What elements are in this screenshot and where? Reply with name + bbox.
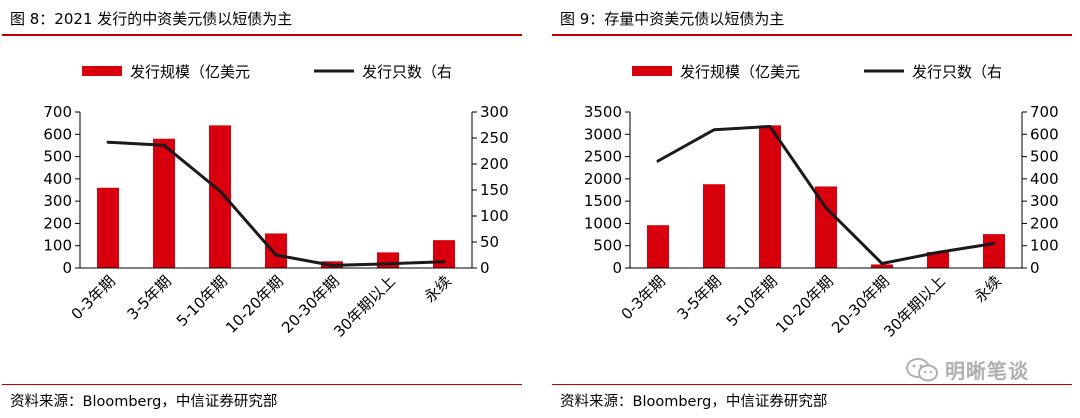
title-divider (2, 34, 522, 36)
legend-label-line: 发行只数（右 (912, 63, 1002, 81)
line-series (656, 125, 996, 265)
x-tick-label: 永续 (971, 272, 1005, 306)
figure-title: 图 8：2021 发行的中资美元债以短债为主 (10, 10, 293, 28)
legend: 发行规模（亿美元 发行只数（右 (82, 63, 452, 81)
right-tick-label: 0 (1030, 259, 1040, 277)
right-tick-label: 600 (1030, 125, 1059, 143)
right-tick-label: 400 (1030, 170, 1059, 188)
x-tick-label: 10-20年期 (222, 272, 287, 337)
bar (97, 187, 119, 268)
left-tick-label: 700 (43, 103, 72, 121)
bar (433, 240, 455, 268)
legend-label-bar: 发行规模（亿美元 (680, 63, 800, 81)
source-note: 资料来源：Bloomberg，中信证券研究部 (560, 394, 828, 410)
bar (265, 233, 287, 268)
left-tick-label: 3500 (584, 103, 622, 121)
left-axis: 0 500 1000 1500 2000 2500 3000 3500 (584, 103, 631, 277)
chart-1: 发行规模（亿美元 发行只数（右 0 100 200 300 400 500 600 700 0 50 1… (43, 63, 509, 341)
bar (983, 234, 1005, 268)
left-tick-label: 2000 (584, 170, 622, 188)
bar (377, 252, 399, 268)
bar-series (97, 125, 455, 268)
x-tick-label: 0-3年期 (618, 272, 669, 323)
legend: 发行规模（亿美元 发行只数（右 (632, 63, 1002, 81)
left-tick-label: 400 (43, 170, 72, 188)
x-tick-label: 30年期以上 (330, 272, 399, 341)
right-tick-label: 50 (480, 233, 499, 251)
bar (647, 225, 669, 268)
bar (153, 138, 175, 268)
x-tick-label: 永续 (421, 272, 455, 306)
x-tick-label: 10-20年期 (772, 272, 837, 337)
bar (209, 125, 231, 268)
left-tick-label: 0 (612, 259, 622, 277)
left-axis: 0 100 200 300 400 500 600 700 (43, 103, 81, 277)
left-tick-label: 0 (62, 259, 72, 277)
left-tick-label: 3000 (584, 125, 622, 143)
right-tick-label: 100 (480, 207, 509, 225)
left-tick-label: 1000 (584, 214, 622, 232)
wechat-icon (906, 357, 938, 381)
chart-panel-1: 图 8：2021 发行的中资美元债以短债为主 发行规模（亿美元 发行只数（右 0 10… (2, 0, 522, 418)
x-tick-label: 0-3年期 (68, 272, 119, 323)
legend-label-line: 发行只数（右 (362, 63, 452, 81)
watermark-text: 明晰笔谈 (945, 359, 1029, 383)
bar (815, 186, 837, 268)
x-tick-label: 5-10年期 (723, 272, 781, 330)
bar (871, 264, 893, 268)
legend-swatch-bar (82, 66, 122, 76)
right-tick-label: 300 (480, 103, 509, 121)
legend-label-bar: 发行规模（亿美元 (130, 63, 250, 81)
left-tick-label: 2500 (584, 148, 622, 166)
bar-series (647, 125, 1005, 268)
left-tick-label: 100 (43, 237, 72, 255)
chart-2: 发行规模（亿美元 发行只数（右05001000150020002500300035… (584, 63, 1059, 341)
right-tick-label: 250 (480, 129, 509, 147)
x-tick-label: 3-5年期 (124, 272, 175, 323)
left-tick-label: 300 (43, 192, 72, 210)
watermark: 明晰笔谈 (905, 355, 1029, 384)
x-tick-label: 3-5年期 (674, 272, 725, 323)
right-tick-label: 700 (1030, 103, 1059, 121)
bar (703, 184, 725, 268)
source-note: 资料来源：Bloomberg，中信证券研究部 (10, 394, 278, 410)
right-tick-label: 200 (480, 155, 509, 173)
bar (759, 125, 781, 268)
right-tick-label: 0 (480, 259, 490, 277)
right-tick-label: 300 (1030, 192, 1059, 210)
x-tick-label: 30年期以上 (880, 272, 949, 341)
bar (927, 251, 949, 268)
right-axis: 0 50 100 150 200 250 300 (471, 103, 509, 277)
right-axis: 0 100 200 300 400 500 600 700 (1021, 103, 1059, 277)
right-tick-label: 150 (480, 181, 509, 199)
title-divider (552, 34, 1072, 36)
line-series (106, 140, 446, 267)
x-tick-label: 5-10年期 (173, 272, 231, 330)
left-tick-label: 600 (43, 125, 72, 143)
right-tick-label: 500 (1030, 148, 1059, 166)
left-tick-label: 500 (593, 237, 622, 255)
figure-title: 图 9：存量中资美元债以短债为主 (560, 10, 785, 28)
legend-swatch-bar (632, 66, 672, 76)
right-tick-label: 100 (1030, 237, 1059, 255)
left-tick-label: 1500 (584, 192, 622, 210)
right-tick-label: 200 (1030, 214, 1059, 232)
chart-panel-2: 图 9：存量中资美元债以短债为主 发行规模（亿美元 发行只数（右 0 500 1000 1… (552, 0, 1072, 418)
left-tick-label: 500 (43, 148, 72, 166)
source-divider (552, 384, 1072, 385)
source-divider (2, 384, 522, 385)
left-tick-label: 200 (43, 214, 72, 232)
